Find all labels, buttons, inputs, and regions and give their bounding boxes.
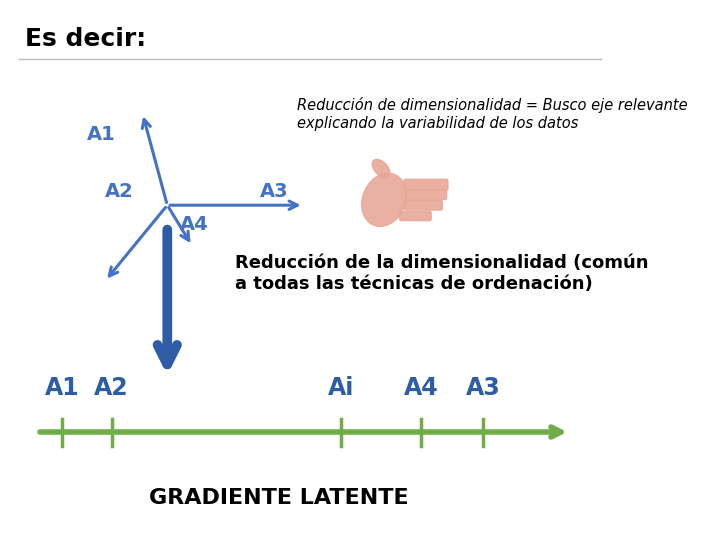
Ellipse shape	[372, 159, 390, 178]
Ellipse shape	[361, 173, 407, 226]
Text: A1: A1	[86, 125, 115, 144]
Text: A2: A2	[94, 376, 129, 400]
Text: GRADIENTE LATENTE: GRADIENTE LATENTE	[149, 488, 409, 508]
FancyBboxPatch shape	[400, 211, 431, 220]
FancyBboxPatch shape	[405, 200, 442, 210]
Text: A4: A4	[404, 376, 438, 400]
Text: A3: A3	[466, 376, 500, 400]
Text: A2: A2	[105, 182, 134, 201]
Text: Reducción de dimensionalidad = Busco eje relevante
explicando la variabilidad de: Reducción de dimensionalidad = Busco eje…	[297, 97, 688, 131]
Text: A1: A1	[45, 376, 79, 400]
Text: A4: A4	[180, 214, 208, 233]
FancyBboxPatch shape	[404, 179, 448, 190]
Text: A3: A3	[260, 182, 289, 201]
FancyBboxPatch shape	[406, 189, 446, 199]
Text: Reducción de la dimensionalidad (común
a todas las técnicas de ordenación): Reducción de la dimensionalidad (común a…	[235, 254, 649, 293]
Text: Ai: Ai	[328, 376, 354, 400]
Text: Es decir:: Es decir:	[24, 27, 146, 51]
